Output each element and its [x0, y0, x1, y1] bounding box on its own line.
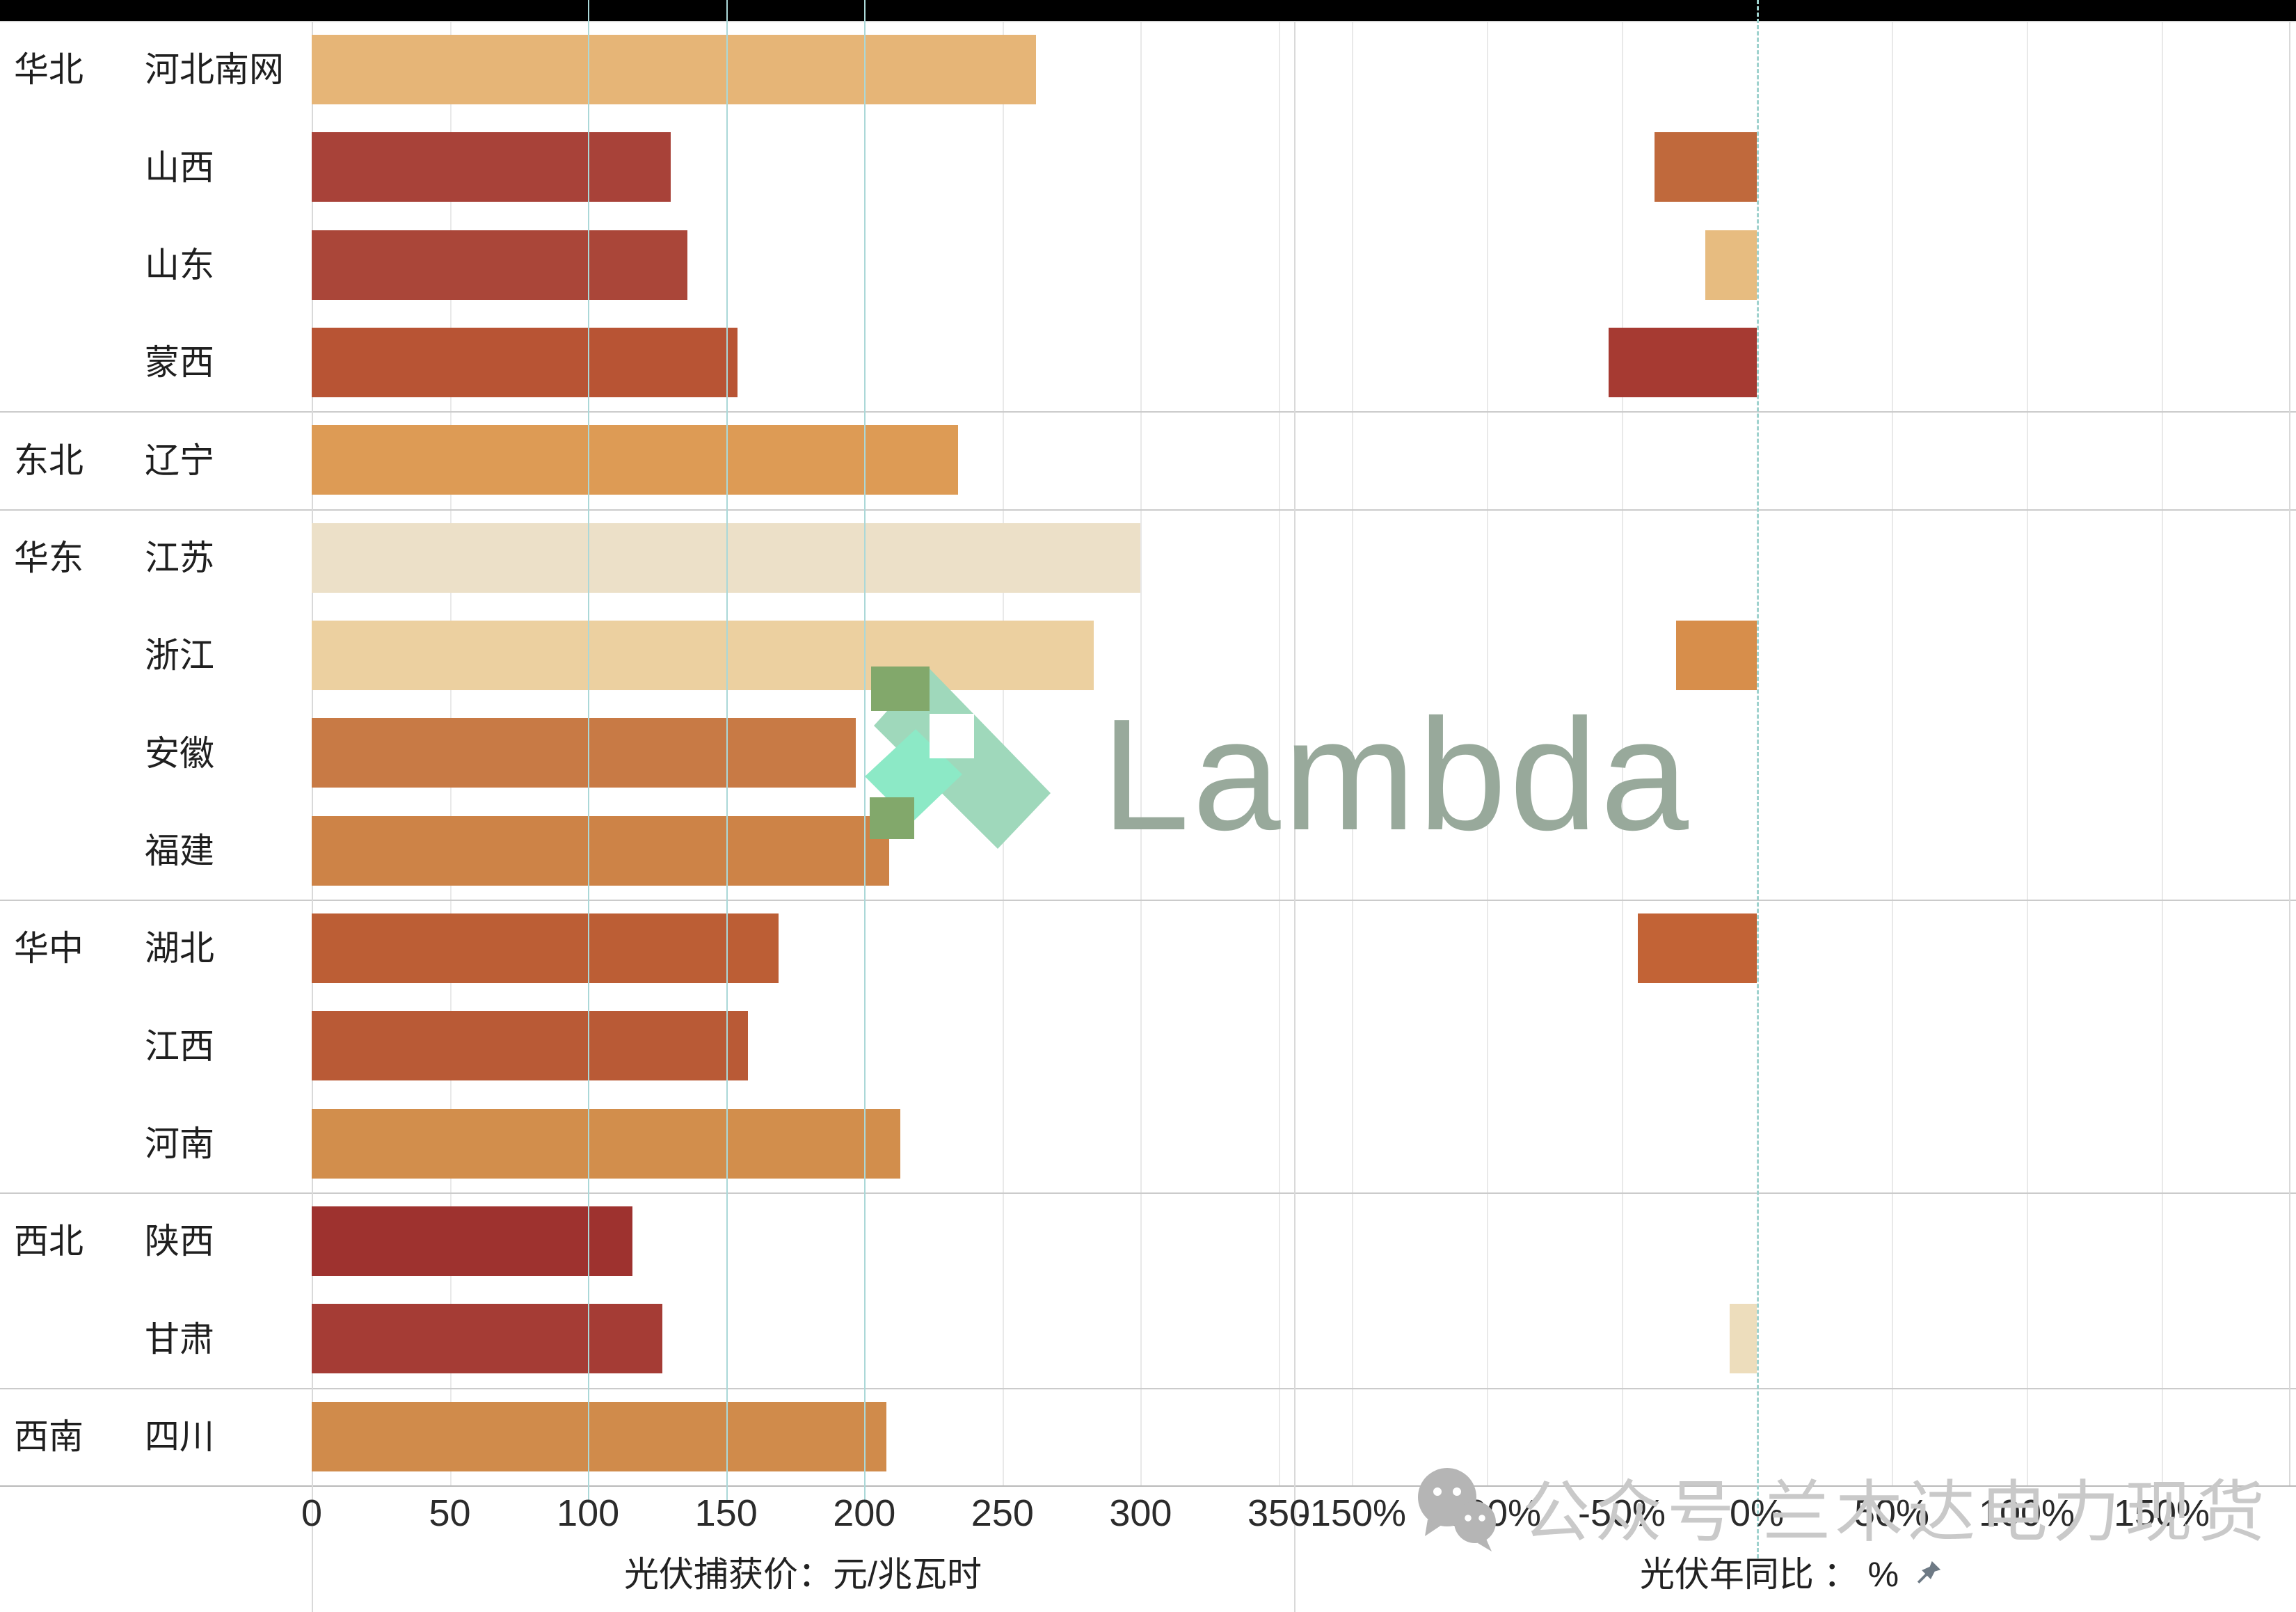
- yoy-axis-tick--150%: -150%: [1297, 1492, 1407, 1534]
- region-label-华东: 华东: [14, 538, 83, 577]
- yoy-axis-tick-0%: 0%: [1729, 1492, 1785, 1534]
- gridline-yoy--100: [1487, 21, 1488, 1485]
- province-label-福建: 福建: [145, 831, 214, 870]
- price-axis-tick-50: 50: [429, 1492, 471, 1534]
- gridline-price-350: [1279, 21, 1280, 1485]
- price-axis-tick-300: 300: [1109, 1492, 1172, 1534]
- province-label-河南: 河南: [145, 1124, 214, 1163]
- yoy-axis-tick-100%: 100%: [1978, 1492, 2075, 1534]
- right-axis-title-text: 光伏年同比 ： %: [1639, 1555, 1899, 1594]
- region-label-东北: 东北: [14, 440, 83, 480]
- region-label-西北: 西北: [14, 1222, 83, 1261]
- province-label-江西: 江西: [145, 1026, 214, 1066]
- top-black-strip: [0, 0, 2296, 21]
- province-label-山西: 山西: [145, 147, 214, 187]
- yoy-bar-甘肃[interactable]: [1730, 1304, 1757, 1374]
- group-divider-above-西北: [0, 1192, 2296, 1194]
- price-axis-tick-200: 200: [833, 1492, 896, 1534]
- region-label-华中: 华中: [14, 929, 83, 968]
- price-bar-河北南网[interactable]: [312, 35, 1036, 104]
- province-label-甘肃: 甘肃: [145, 1319, 214, 1359]
- chart-separator-border: [1294, 21, 1296, 1612]
- yoy-axis-tick-50%: 50%: [1853, 1492, 1930, 1534]
- gridline-yoy-150: [2162, 21, 2163, 1485]
- price-bar-陕西[interactable]: [312, 1206, 632, 1276]
- group-divider-above-华中: [0, 900, 2296, 901]
- teal-zero-reference-line: [1757, 0, 1759, 1558]
- group-divider-above-东北: [0, 411, 2296, 413]
- teal-reference-line-150: [726, 0, 728, 1503]
- price-axis-tick-100: 100: [557, 1492, 620, 1534]
- province-label-安徽: 安徽: [145, 733, 214, 773]
- price-bar-安徽[interactable]: [312, 718, 856, 788]
- province-label-辽宁: 辽宁: [145, 440, 214, 480]
- price-axis-tick-350: 350: [1247, 1492, 1311, 1534]
- price-bar-山东[interactable]: [312, 230, 688, 300]
- province-label-蒙西: 蒙西: [145, 343, 214, 383]
- pin-icon[interactable]: [1911, 1558, 1943, 1590]
- yoy-bar-山东[interactable]: [1705, 230, 1757, 300]
- price-bar-江西[interactable]: [312, 1011, 749, 1081]
- group-divider-above-华东: [0, 509, 2296, 511]
- price-axis-tick-0: 0: [301, 1492, 323, 1534]
- price-bar-蒙西[interactable]: [312, 328, 738, 397]
- plot-top-border: [0, 21, 2296, 22]
- left-axis-title-text: 光伏捕获价：元/兆瓦时: [624, 1555, 982, 1594]
- right-plot-border: [2289, 21, 2290, 1485]
- province-label-江苏: 江苏: [145, 538, 214, 577]
- yoy-bar-山西[interactable]: [1654, 132, 1757, 202]
- group-divider-above-西南: [0, 1387, 2296, 1389]
- gridline-yoy-50: [1892, 21, 1893, 1485]
- price-bar-福建[interactable]: [312, 815, 890, 886]
- gridline-price-250: [1002, 21, 1004, 1485]
- axis-line: [0, 1485, 2296, 1487]
- gridline-price-300: [1140, 21, 1142, 1485]
- price-bar-山西[interactable]: [312, 132, 671, 202]
- region-label-西南: 西南: [14, 1417, 83, 1456]
- yoy-bar-湖北[interactable]: [1638, 913, 1757, 983]
- yoy-axis-tick-150%: 150%: [2113, 1492, 2210, 1534]
- province-label-浙江: 浙江: [145, 636, 214, 676]
- left-axis-title: 光伏捕获价：元/兆瓦时: [312, 1557, 1294, 1592]
- province-label-陕西: 陕西: [145, 1222, 214, 1261]
- yoy-bar-浙江[interactable]: [1675, 621, 1757, 690]
- right-axis-title: 光伏年同比 ： %: [1294, 1557, 2289, 1592]
- province-label-山东: 山东: [145, 245, 214, 285]
- price-bar-浙江[interactable]: [312, 621, 1094, 690]
- yoy-axis-tick--50%: -50%: [1577, 1492, 1666, 1534]
- province-label-湖北: 湖北: [145, 929, 214, 968]
- teal-reference-line-200: [864, 0, 866, 1503]
- price-bar-湖北[interactable]: [312, 913, 779, 983]
- province-label-河北南网: 河北南网: [145, 50, 284, 90]
- yoy-bar-蒙西[interactable]: [1608, 328, 1757, 397]
- region-label-华北: 华北: [14, 50, 83, 90]
- price-axis-tick-250: 250: [971, 1492, 1034, 1534]
- gridline-yoy--150: [1352, 21, 1353, 1485]
- price-bar-辽宁[interactable]: [312, 425, 959, 495]
- price-bar-四川[interactable]: [312, 1401, 887, 1471]
- gridline-yoy--50: [1622, 21, 1623, 1485]
- teal-reference-line-100: [588, 0, 590, 1503]
- price-bar-河南[interactable]: [312, 1108, 900, 1179]
- price-axis-tick-150: 150: [694, 1492, 758, 1534]
- price-bar-甘肃[interactable]: [312, 1304, 663, 1374]
- gridline-yoy-100: [2027, 21, 2028, 1485]
- province-label-四川: 四川: [145, 1417, 214, 1456]
- yoy-axis-tick--100%: -100%: [1432, 1492, 1542, 1534]
